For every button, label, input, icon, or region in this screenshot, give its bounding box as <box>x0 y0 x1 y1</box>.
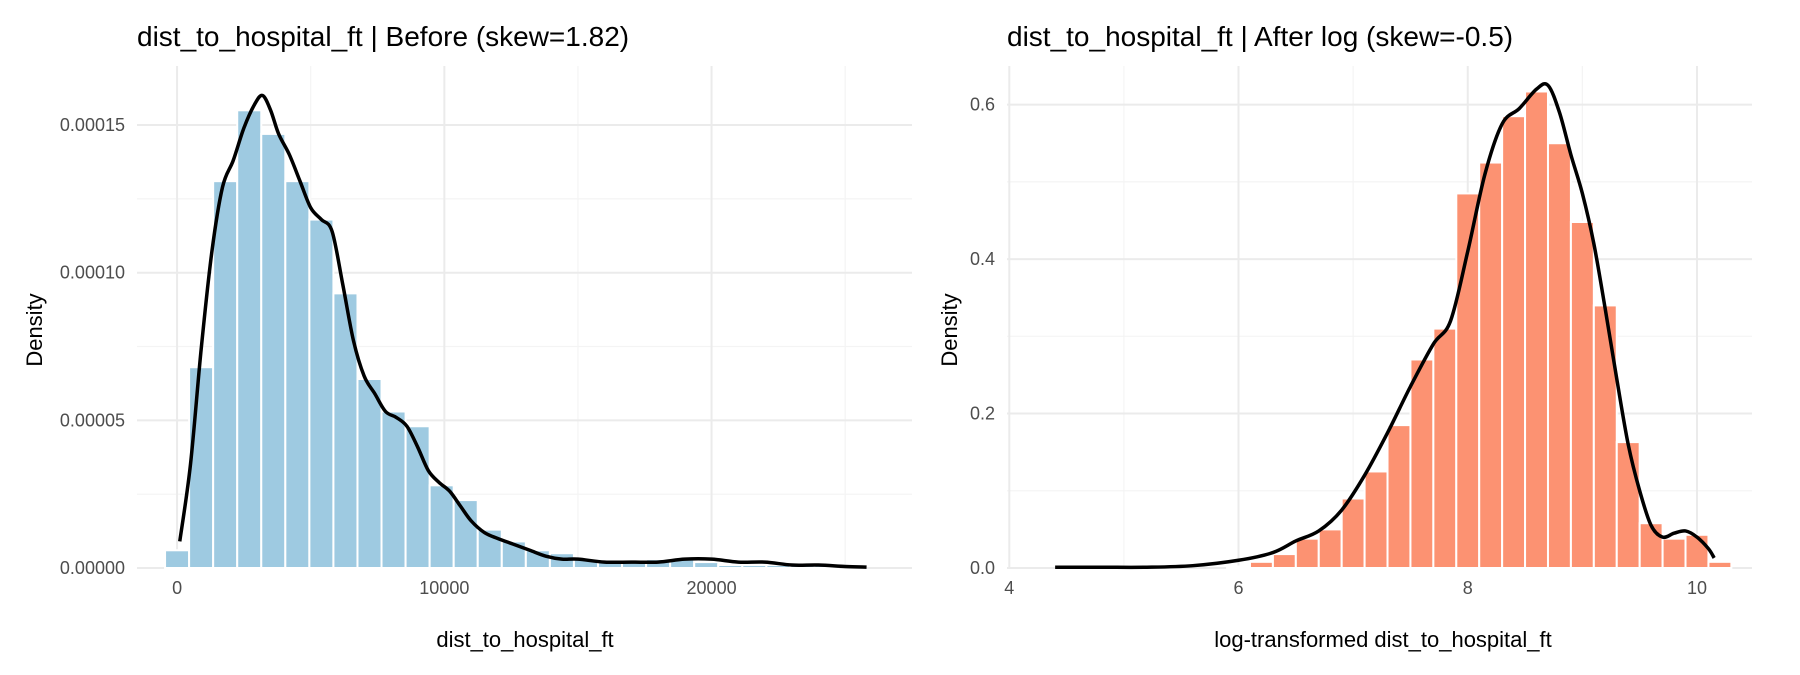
right-y-tick-label: 0.6 <box>970 95 995 115</box>
right-histogram-bar <box>1569 221 1595 569</box>
panel-left: dist_to_hospital_ft | Before (skew=1.82)… <box>22 21 912 652</box>
right-histogram-bars <box>1226 90 1733 570</box>
left-histogram-bar <box>284 180 311 569</box>
right-x-tick-label: 8 <box>1463 578 1473 598</box>
right-density-curve <box>1055 81 1716 570</box>
left-histogram-bar <box>236 109 263 569</box>
left-histogram-bar <box>356 378 383 570</box>
right-histogram-bar <box>1546 142 1572 569</box>
right-histogram-bar <box>1478 161 1504 570</box>
right-histogram-bar <box>1340 497 1366 569</box>
right-y-tick-label: 0.0 <box>970 558 995 578</box>
left-histogram-bar <box>188 366 215 570</box>
left-x-tick-label: 20000 <box>687 578 737 598</box>
right-histogram-bar <box>1271 553 1297 569</box>
left-x-axis-label: dist_to_hospital_ft <box>436 627 613 652</box>
left-histogram-bar <box>693 561 720 569</box>
left-y-tick-label: 0.00005 <box>60 410 125 430</box>
right-y-axis-label: Density <box>937 293 962 366</box>
left-histogram-bar <box>260 132 287 570</box>
right-histogram-bar <box>1684 533 1710 570</box>
left-y-tick-label: 0.00000 <box>60 558 125 578</box>
right-histogram-bar <box>1386 424 1412 569</box>
right-x-tick-label: 10 <box>1687 578 1707 598</box>
right-histogram-bar <box>1501 115 1527 569</box>
left-y-tick-labels: 0.00000 0.00005 0.00010 0.00015 <box>60 115 125 578</box>
left-y-tick-label: 0.00010 <box>60 263 125 283</box>
right-histogram-bar <box>1661 537 1687 569</box>
right-histogram-bar <box>1317 528 1343 570</box>
right-histogram-bar <box>1294 537 1320 569</box>
right-density-curve-group <box>1055 81 1716 570</box>
right-y-tick-label: 0.2 <box>970 404 995 424</box>
left-histogram-bar <box>164 549 191 569</box>
left-y-axis-label: Density <box>22 293 47 366</box>
right-histogram-bar <box>1432 327 1458 570</box>
right-x-tick-label: 6 <box>1234 578 1244 598</box>
left-histogram-bars <box>164 109 840 570</box>
right-histogram-bar <box>1248 560 1274 569</box>
left-x-tick-labels: 0 10000 20000 <box>172 578 737 598</box>
left-density-curve-group <box>178 93 867 569</box>
left-histogram-bar <box>741 564 768 569</box>
left-histogram-bar <box>380 410 407 569</box>
left-chart-title: dist_to_hospital_ft | Before (skew=1.82) <box>137 21 629 52</box>
left-histogram-bar <box>428 484 455 570</box>
right-histogram-bar <box>1409 358 1435 569</box>
left-histogram-bar <box>452 499 479 570</box>
left-density-curve <box>178 93 867 569</box>
right-x-tick-labels: 4 6 8 10 <box>1004 578 1707 598</box>
right-histogram-bar <box>1615 441 1641 570</box>
right-histogram-bar <box>1363 470 1389 570</box>
left-histogram-bar <box>308 218 335 569</box>
right-x-tick-label: 4 <box>1004 578 1014 598</box>
right-x-axis-label: log-transformed dist_to_hospital_ft <box>1214 627 1552 652</box>
right-histogram-bar <box>1592 304 1618 569</box>
left-x-tick-label: 0 <box>172 578 182 598</box>
right-y-tick-label: 0.4 <box>970 249 995 269</box>
left-histogram-bar <box>212 180 239 569</box>
panel-right: dist_to_hospital_ft | After log (skew=-0… <box>937 21 1752 652</box>
right-histogram-bar <box>1707 560 1733 569</box>
right-histogram-bar <box>1638 522 1664 570</box>
left-y-tick-label: 0.00015 <box>60 115 125 135</box>
left-x-tick-label: 10000 <box>419 578 469 598</box>
right-histogram-bar <box>1226 565 1251 569</box>
right-histogram-bar <box>1524 90 1549 570</box>
left-histogram-bar <box>717 564 744 569</box>
right-y-tick-labels: 0.0 0.2 0.4 0.6 <box>970 95 995 578</box>
right-chart-title: dist_to_hospital_ft | After log (skew=-0… <box>1007 21 1513 52</box>
